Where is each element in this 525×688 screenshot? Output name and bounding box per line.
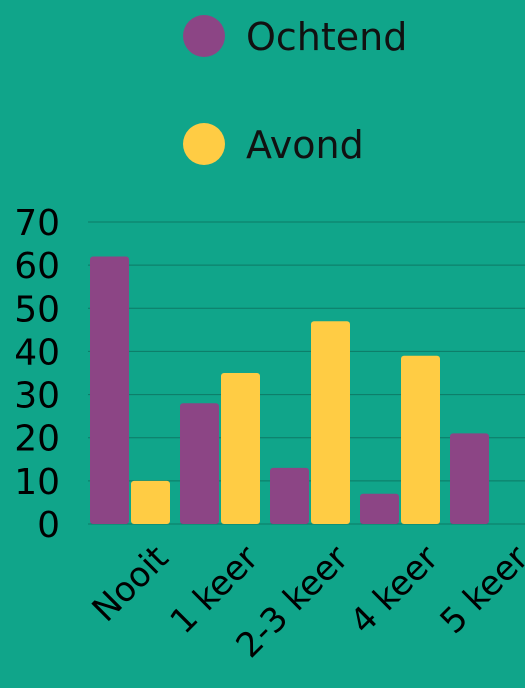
y-tick-label: 40 [14,332,60,373]
legend-swatch-avond [183,123,225,165]
y-tick-label: 10 [14,462,60,503]
bar-ochtend-4-keer [360,493,399,524]
legend-item-avond: Avond [183,123,364,167]
bar-avond-nooit [131,480,170,524]
bar-avond-1-keer [221,373,260,524]
bar-ochtend-2-3-keer [270,467,309,524]
y-tick-label: 0 [37,505,60,546]
bar-avond-4-keer [401,355,440,524]
bar-ochtend-1-keer [180,403,219,524]
bars [90,256,489,524]
y-tick-label: 20 [14,419,60,460]
legend-item-ochtend: Ochtend [183,15,407,59]
bar-ochtend-nooit [90,256,129,524]
legend-label-ochtend: Ochtend [246,15,407,59]
legend-label-avond: Avond [246,123,364,167]
y-tick-label: 70 [14,203,60,244]
legend-swatch-ochtend [183,15,225,57]
y-tick-label: 60 [14,246,60,287]
legend: Ochtend Avond [183,15,407,167]
bar-avond-2-3-keer [311,321,350,524]
y-tick-label: 50 [14,289,60,330]
bar-ochtend-5-keer [450,433,489,524]
y-tick-label: 30 [14,376,60,417]
